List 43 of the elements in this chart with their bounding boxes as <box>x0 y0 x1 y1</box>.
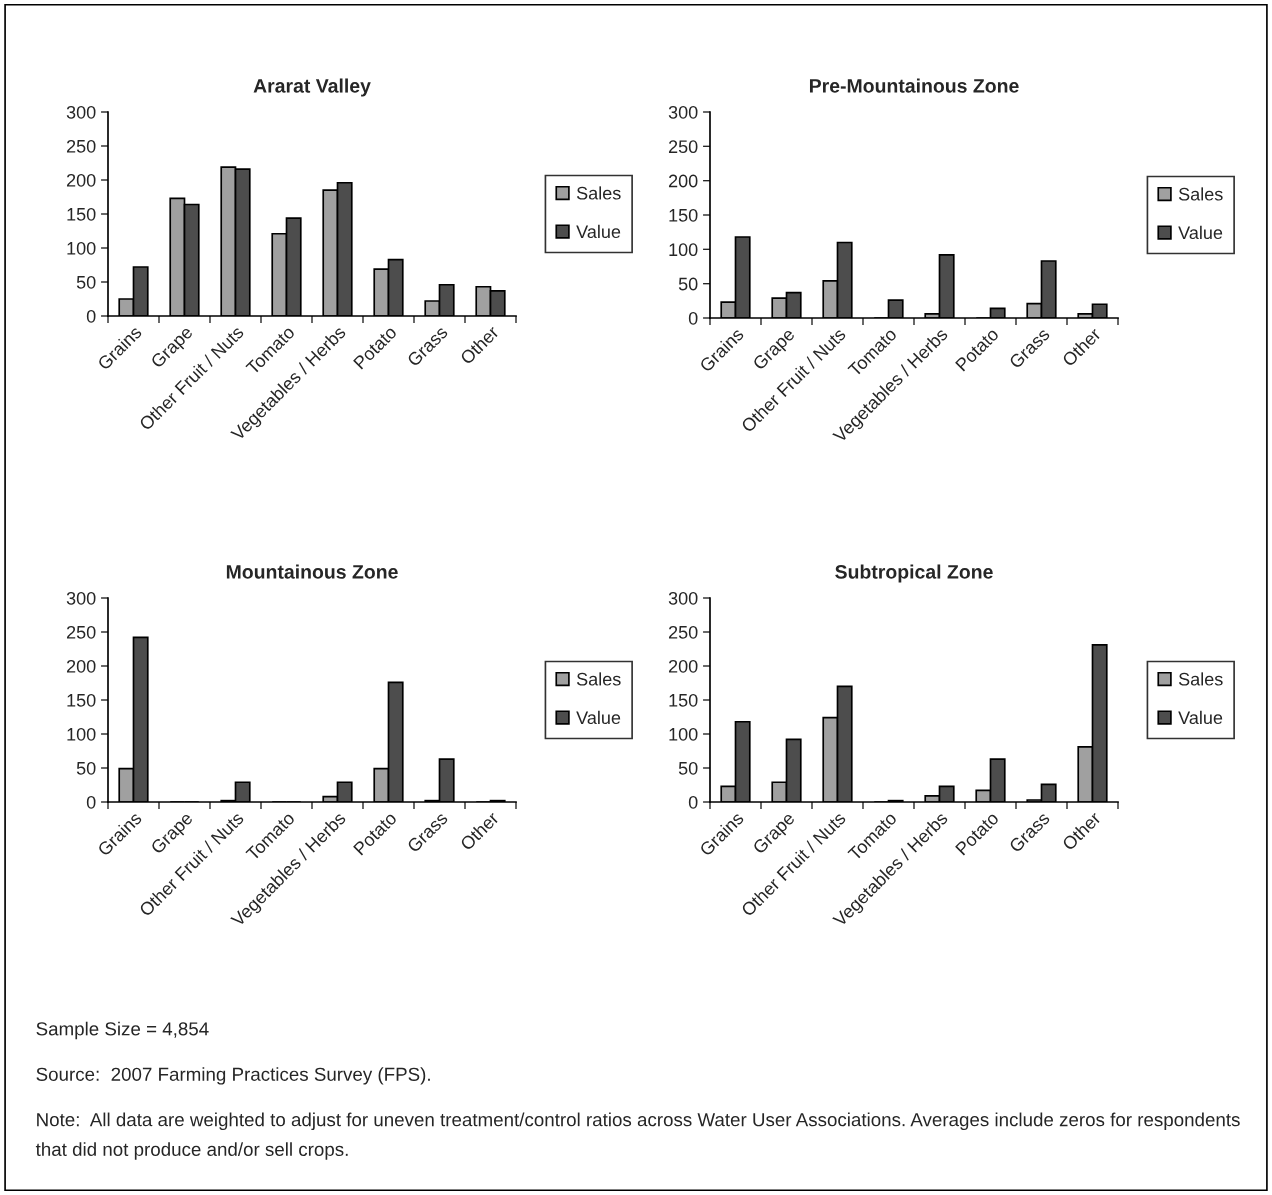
y-tick-label: 50 <box>76 275 96 289</box>
chart-title: Ararat Valley <box>253 78 371 97</box>
y-tick-label: 100 <box>67 241 96 255</box>
text: Note: All data are weighted to adjust for uneven treatment/control ratios across Water User Associations. Averages include zeros for respondents that did not produce and/or sell crops. <box>35 1112 1240 1160</box>
legend-label: Sales <box>576 186 621 200</box>
y-tick-label: 0 <box>86 795 96 809</box>
y-tick-label: 150 <box>669 208 698 222</box>
source-note: Source: 2007 Farming Practices Survey (FPS). <box>36 1067 430 1085</box>
y-tick-label: 150 <box>67 693 96 707</box>
y-tick-label: 250 <box>668 625 698 639</box>
legend-label: Sales <box>1178 187 1223 201</box>
y-tick-label: 250 <box>668 140 698 154</box>
y-tick-label: 200 <box>668 659 698 673</box>
y-tick-label: 100 <box>67 727 96 741</box>
y-tick-label: 50 <box>76 761 96 775</box>
y-tick-label: 0 <box>688 311 698 325</box>
legend-label: Sales <box>1178 672 1223 686</box>
y-tick-label: 200 <box>66 173 96 187</box>
y-tick-label: 150 <box>67 207 96 221</box>
legend-label: Sales <box>576 672 621 686</box>
y-tick-label: 300 <box>668 105 698 119</box>
y-tick-label: 300 <box>66 105 96 119</box>
y-tick-label: 100 <box>669 243 698 257</box>
chart-title: Mountainous Zone <box>226 564 398 579</box>
y-tick-label: 50 <box>678 277 698 291</box>
legend-label: Value <box>576 224 621 239</box>
chart-title: Pre-Mountainous Zone <box>809 78 1019 93</box>
chart-title: Subtropical Zone <box>835 564 993 583</box>
y-tick-label: 250 <box>66 625 96 639</box>
y-tick-label: 200 <box>66 659 96 673</box>
y-tick-label: 300 <box>668 591 698 605</box>
legend-label: Value <box>1178 225 1223 240</box>
y-tick-label: 100 <box>669 727 698 741</box>
y-tick-label: 250 <box>66 139 96 153</box>
y-tick-label: 200 <box>668 174 698 188</box>
y-tick-label: 150 <box>669 693 698 707</box>
y-tick-label: 0 <box>688 795 698 809</box>
text: Sample Size = 4,854 <box>36 1021 209 1040</box>
y-tick-label: 0 <box>86 309 96 323</box>
legend-label: Value <box>576 710 621 725</box>
legend-label: Value <box>1178 710 1223 725</box>
y-tick-label: 300 <box>66 591 96 605</box>
y-tick-label: 50 <box>678 761 698 775</box>
